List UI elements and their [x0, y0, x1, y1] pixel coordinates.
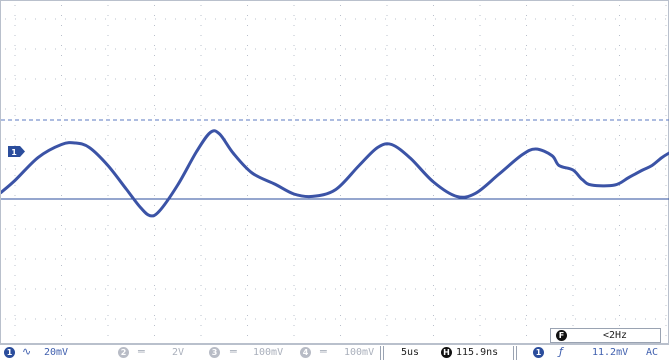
marker-label: 1	[11, 148, 17, 157]
trigger-source-badge: 1	[533, 346, 544, 358]
ac-wave-icon: ∿	[22, 345, 32, 358]
ch3-badge: 3	[209, 346, 220, 358]
separator	[516, 346, 517, 360]
rising-edge-icon[interactable]: ƒ	[559, 345, 563, 358]
horizontal-delay[interactable]: H	[441, 345, 452, 361]
ch1-badge: 1	[4, 346, 15, 358]
ch2-scale[interactable]: 2V	[172, 347, 185, 358]
dc-lines-icon: ═	[230, 345, 237, 358]
ch1-scale[interactable]: 20mV	[44, 347, 69, 358]
waveform-graticule	[1, 5, 669, 341]
frequency-counter: F <2Hz	[550, 328, 661, 343]
timebase-value[interactable]: 5us	[401, 347, 420, 358]
trigger-coupling[interactable]: AC	[646, 347, 659, 358]
trigger-source[interactable]: 1	[533, 345, 544, 361]
ch4-scale[interactable]: 100mV	[344, 347, 375, 358]
marker-arrow-icon: 1	[8, 146, 25, 157]
frequency-badge: F	[556, 330, 567, 341]
ch4-badge: 4	[300, 346, 311, 358]
waveform-display[interactable]	[0, 0, 669, 344]
ch4-status[interactable]: 4	[300, 345, 311, 361]
separator	[380, 346, 381, 360]
ch2-badge: 2	[118, 346, 129, 358]
horizontal-badge: H	[441, 346, 452, 358]
frequency-value: <2Hz	[603, 330, 628, 341]
ch2-status[interactable]: 2	[118, 345, 129, 361]
dc-lines-icon: ═	[320, 345, 327, 358]
separator	[383, 346, 384, 360]
channel-1-offset-marker[interactable]: 1	[8, 146, 25, 157]
ch1-status[interactable]: 1	[4, 345, 15, 361]
status-bar: 1 ∿ 20mV 2 ═ 2V 3 ═ 100mV 4 ═ 100mV 5us …	[0, 344, 669, 361]
trigger-level[interactable]: 11.2mV	[592, 347, 629, 358]
ch3-status[interactable]: 3	[209, 345, 220, 361]
ch3-scale[interactable]: 100mV	[253, 347, 284, 358]
channel-1-trace	[1, 129, 669, 218]
separator	[513, 346, 514, 360]
dc-lines-icon: ═	[138, 345, 145, 358]
horizontal-delay-value[interactable]: 115.9ns	[456, 347, 499, 358]
